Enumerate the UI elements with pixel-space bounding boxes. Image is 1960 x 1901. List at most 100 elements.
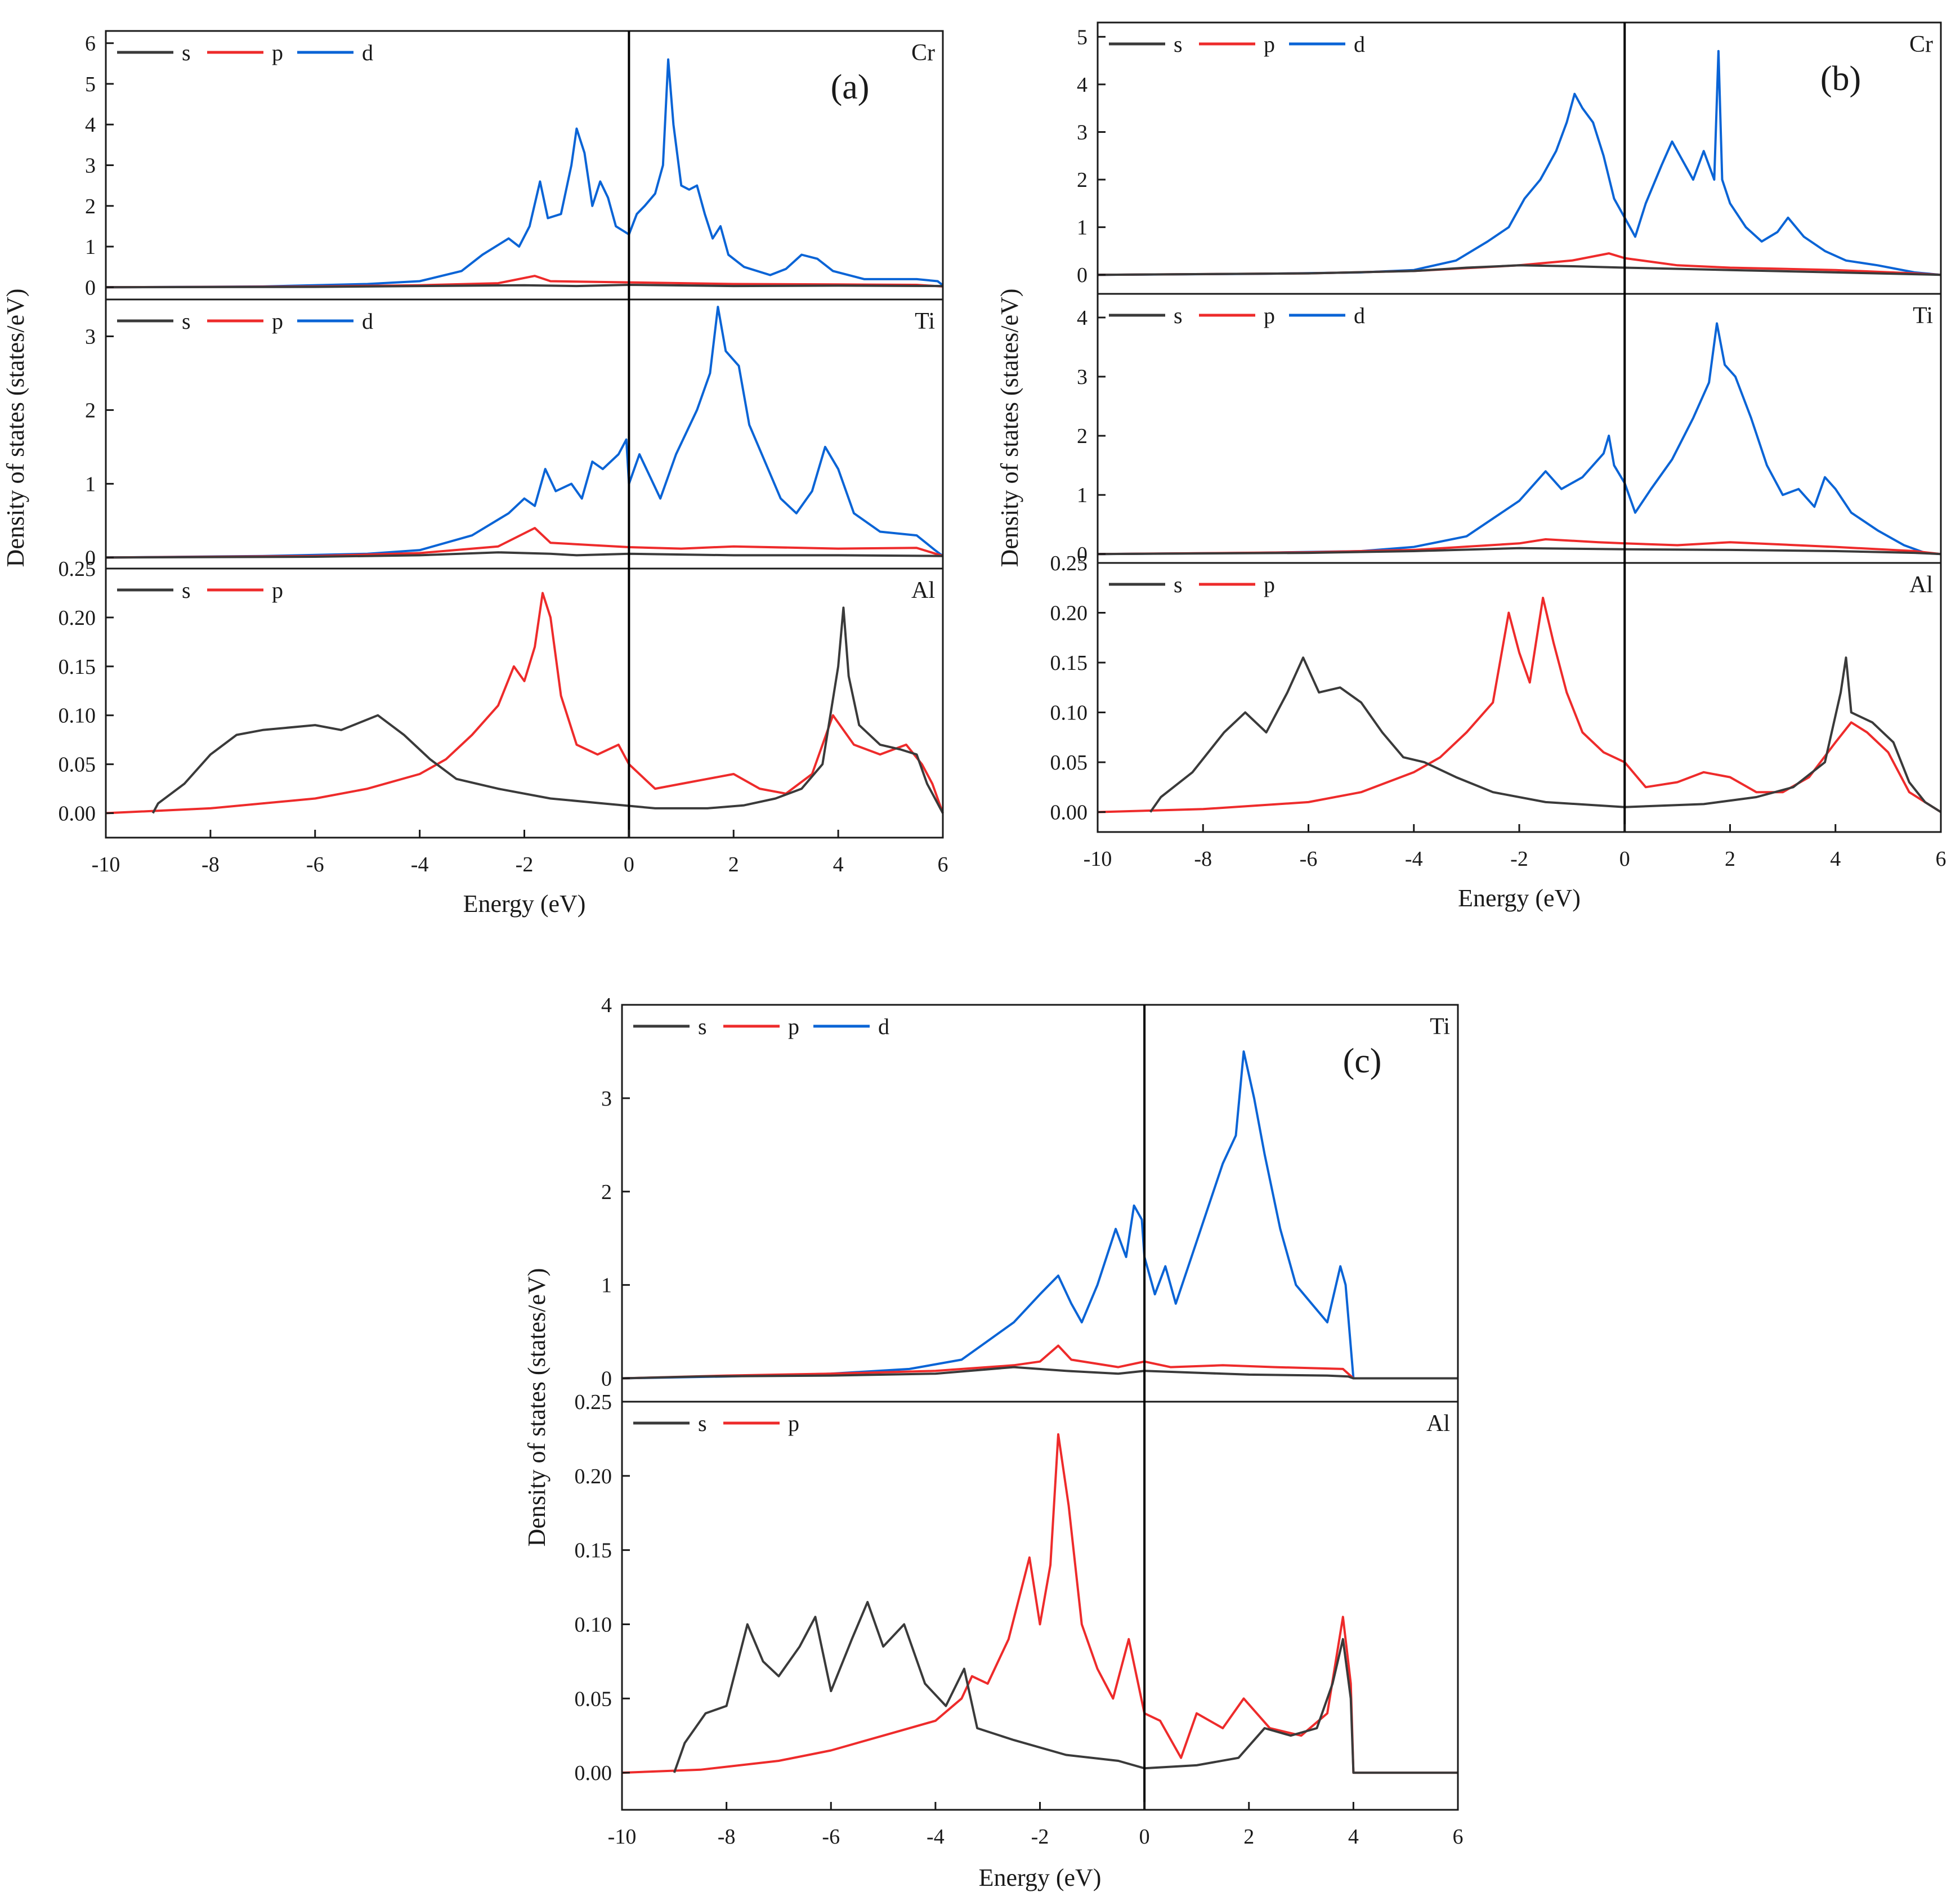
y-axis-label: Density of states (states/eV) [2, 289, 29, 567]
y-tick-label: 0.10 [1050, 701, 1088, 725]
x-tick-label: 6 [938, 853, 948, 876]
y-tick-label: 0.00 [575, 1761, 612, 1785]
y-tick-label: 4 [85, 113, 96, 137]
x-tick-label: -8 [718, 1825, 736, 1849]
figure-2: 0 1 2 3 4 s p d Ti 0.00 0.05 0.10 0.15 0.20 0.25 s p Al -1… [523, 994, 1464, 1891]
series-d-line [621, 1050, 1458, 1380]
series-s-line [1097, 547, 1941, 556]
series-s-line [1097, 264, 1941, 276]
legend-p-label: p [1264, 303, 1275, 328]
y-tick-label: 4 [1077, 73, 1088, 97]
legend-s-label: s [182, 578, 191, 603]
legend-d-label: d [1354, 303, 1365, 328]
figure-title: (b) [1820, 60, 1861, 98]
x-tick-label: -4 [1405, 847, 1423, 871]
panel-frame [1097, 562, 1942, 833]
x-tick-label: -6 [306, 853, 324, 876]
y-tick-label: 1 [601, 1274, 612, 1298]
legend-p-label: p [1264, 572, 1275, 597]
x-axis-label: Energy (eV) [463, 890, 586, 918]
x-tick-label: -8 [1194, 847, 1212, 871]
x-tick-label: 6 [1453, 1825, 1464, 1849]
y-tick-label: 5 [85, 73, 96, 96]
series-s-line [673, 1600, 1458, 1774]
figure-title: (a) [831, 68, 870, 106]
series-s-line [105, 284, 943, 289]
panel-frame [621, 1004, 1459, 1403]
x-tick-label: -4 [411, 853, 429, 876]
x-tick-label: -6 [1300, 847, 1318, 871]
element-label: Al [911, 578, 935, 603]
y-tick-label: 0.00 [59, 802, 96, 826]
x-tick-label: -4 [927, 1825, 945, 1849]
figure-title: (c) [1343, 1042, 1382, 1080]
y-tick-label: 3 [601, 1087, 612, 1111]
x-tick-label: -8 [202, 853, 220, 876]
series-s-line [151, 606, 944, 814]
legend-s-label: s [698, 1411, 707, 1436]
y-axis-label: Density of states (states/eV) [996, 289, 1023, 567]
x-tick-label: -10 [1084, 847, 1112, 871]
y-tick-label: 3 [85, 325, 96, 348]
x-tick-label: 4 [1830, 847, 1841, 871]
y-tick-label: 0.10 [59, 704, 96, 728]
y-tick-label: 0.25 [59, 557, 96, 581]
y-tick-label: 0.10 [575, 1613, 612, 1636]
legend-s-label: s [182, 308, 191, 334]
series-s-line [621, 1366, 1458, 1380]
y-tick-label: 0 [85, 276, 96, 299]
y-tick-label: 0.05 [1050, 751, 1088, 775]
element-label: Al [1909, 572, 1933, 598]
y-tick-label: 0 [1077, 263, 1088, 287]
series-d-line [1097, 322, 1941, 556]
legend-s-label: s [1174, 32, 1183, 57]
x-axis-label: Energy (eV) [979, 1864, 1102, 1891]
panel-ti: 0 1 2 3 s p d Ti [85, 298, 944, 570]
element-label: Ti [1913, 303, 1933, 329]
y-tick-label: 0.15 [1050, 651, 1088, 675]
y-tick-label: 2 [601, 1180, 612, 1204]
panel-frame [105, 298, 944, 570]
panel-al: 0.00 0.05 0.10 0.15 0.20 0.25 s p Al [59, 557, 944, 839]
y-tick-label: 0.00 [1050, 801, 1088, 825]
panel-frame [105, 567, 944, 839]
series-p-line [621, 1344, 1458, 1380]
series-p-line [621, 1433, 1458, 1774]
x-tick-label: 2 [1725, 847, 1735, 871]
x-tick-label: -6 [822, 1825, 840, 1849]
figure-0: 0 1 2 3 4 5 6 s p d Cr 0 1 2 3 s p d Ti 0.00 0.05 0.10 0.15 0.2… [2, 30, 948, 918]
series-p-line [1097, 597, 1942, 813]
y-tick-label: 0.20 [1050, 602, 1088, 625]
y-tick-label: 2 [1077, 168, 1088, 192]
y-tick-label: 2 [85, 195, 96, 218]
y-tick-label: 0 [1077, 543, 1088, 566]
legend-s-label: s [1174, 303, 1183, 328]
element-label: Ti [1430, 1014, 1450, 1040]
x-tick-label: -2 [1031, 1825, 1049, 1849]
y-tick-label: 1 [1077, 484, 1088, 507]
y-tick-label: 0.20 [575, 1465, 612, 1488]
x-axis-label: Energy (eV) [1458, 884, 1581, 912]
legend-p-label: p [1264, 32, 1275, 57]
y-tick-label: 0.05 [59, 753, 96, 777]
x-tick-label: 0 [1139, 1825, 1150, 1849]
y-tick-label: 6 [85, 32, 96, 56]
y-tick-label: 0.25 [575, 1390, 612, 1414]
element-label: Ti [915, 308, 935, 334]
legend-d-label: d [362, 40, 373, 65]
series-d-line [105, 58, 944, 289]
legend-p-label: p [272, 40, 283, 65]
y-tick-label: 0.15 [59, 655, 96, 679]
series-s-line [1149, 656, 1942, 813]
panel-cr: 0 1 2 3 4 5 6 s p d Cr [85, 30, 944, 301]
y-tick-label: 0.15 [575, 1539, 612, 1563]
x-tick-label: 0 [1619, 847, 1630, 871]
y-tick-label: 3 [1077, 120, 1088, 144]
y-tick-label: 4 [1077, 306, 1088, 330]
y-tick-label: 1 [85, 235, 96, 259]
panel-al: 0.00 0.05 0.10 0.15 0.20 0.25 s p Al [1050, 552, 1942, 833]
x-tick-label: -2 [1510, 847, 1528, 871]
legend-d-label: d [878, 1014, 889, 1039]
series-d-line [1097, 50, 1941, 276]
